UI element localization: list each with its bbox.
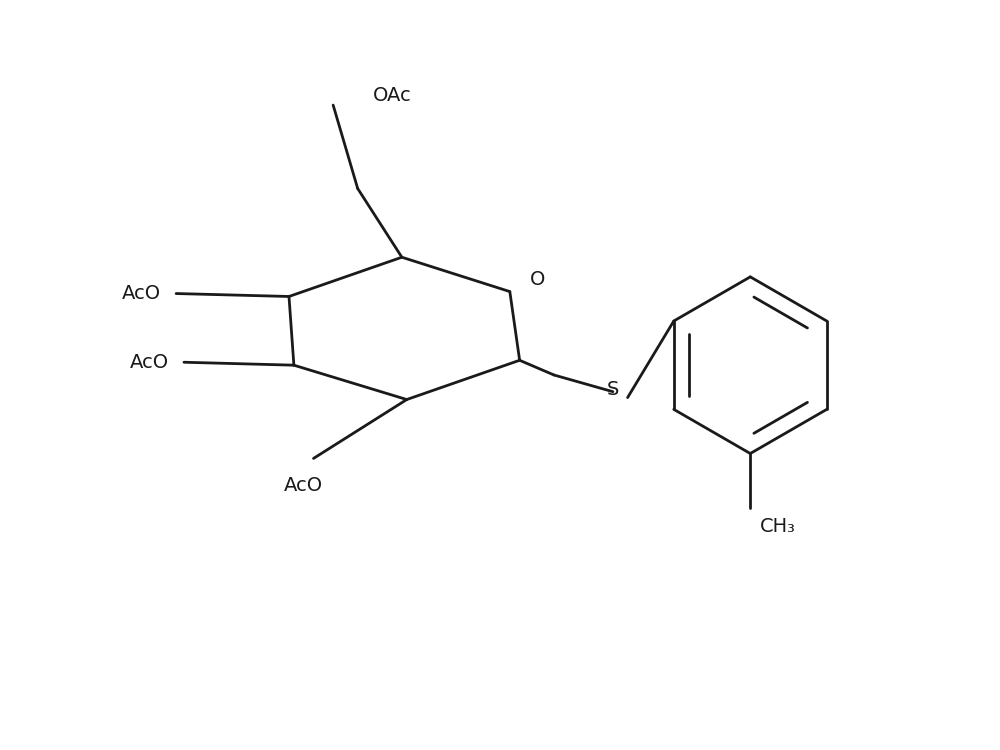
Text: O: O	[530, 270, 545, 290]
Text: CH₃: CH₃	[760, 518, 796, 536]
Text: S: S	[607, 380, 619, 399]
Text: OAc: OAc	[372, 86, 411, 105]
Text: AcO: AcO	[122, 284, 161, 303]
Text: AcO: AcO	[130, 352, 169, 372]
Text: AcO: AcO	[284, 476, 323, 495]
